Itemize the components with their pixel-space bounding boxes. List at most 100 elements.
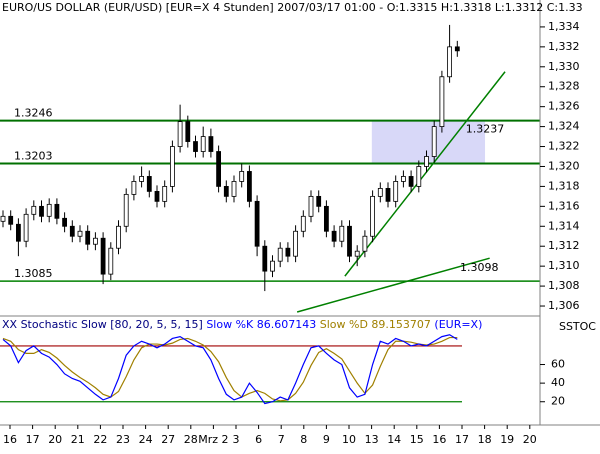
candle-body (316, 195, 322, 207)
y-tick-label: 1,310 (548, 259, 580, 272)
candle-body (23, 213, 29, 242)
candle-body (162, 186, 168, 202)
candle-body (339, 225, 345, 242)
x-tick-label: 24 (139, 433, 153, 446)
candle-body (169, 146, 175, 187)
y-tick-label: 1,332 (548, 40, 580, 53)
candle-body (408, 176, 414, 187)
plot-layer: 1.3246 1.3203 1.3085 1.3237 1.3098 (0, 24, 540, 405)
y-tick-label: 1,334 (548, 20, 580, 33)
candle-body (285, 247, 291, 257)
candle-body (54, 203, 60, 219)
x-tick-label: 18 (478, 433, 492, 446)
x-tick-label: 15 (410, 433, 424, 446)
candle-body (254, 200, 260, 247)
y-tick-label: 1,308 (548, 279, 580, 292)
x-tick-label: Mrz 2 (198, 433, 228, 446)
y-tick-label: 40 (551, 376, 565, 389)
candle-body (15, 223, 21, 242)
level-label: 1.3085 (14, 267, 53, 280)
candle-body (347, 225, 352, 257)
candle-body (331, 230, 337, 242)
trendline-label: 1.3237 (466, 123, 505, 136)
candle-body (100, 237, 106, 275)
candle-body (193, 141, 198, 152)
level-label: 1.3203 (14, 149, 53, 162)
x-tick-label: 7 (278, 433, 285, 446)
y-tick-label: 1,320 (548, 159, 580, 172)
x-tick-label: 9 (323, 433, 330, 446)
indicator-name: XX Stochastic Slow [80, 20, 5, 5, 15] (2, 318, 203, 331)
candle-body (370, 195, 376, 237)
candle-body (239, 171, 245, 182)
candle-body (262, 245, 268, 272)
candle-body (416, 166, 422, 187)
candle-body (223, 186, 229, 197)
candle-body (354, 250, 360, 257)
x-tick-label: 16 (432, 433, 446, 446)
candle-body (447, 46, 453, 78)
k-label: Slow %K 86.607143 (206, 318, 316, 331)
y-tick-label: 1,322 (548, 140, 580, 153)
candle-body (77, 230, 83, 237)
x-tick-label: 6 (255, 433, 262, 446)
y-tick-label: 1,306 (548, 299, 580, 312)
candle-body (393, 181, 399, 202)
candle-body (431, 126, 437, 157)
candle-body (85, 230, 91, 245)
x-tick-label: 14 (387, 433, 401, 446)
candle-body (293, 230, 299, 257)
candle-body (108, 247, 114, 275)
panel-label: SSTOC (559, 320, 596, 333)
candle-body (93, 237, 98, 245)
y-tick-label: 1,330 (548, 60, 580, 73)
x-tick-label: 16 (3, 433, 17, 446)
candle-body (39, 205, 44, 217)
indicator-line (2, 336, 458, 402)
trendline (296, 257, 490, 313)
candle-body (424, 156, 429, 167)
y-tick-label: 1,312 (548, 239, 580, 252)
candle-body (439, 76, 445, 127)
x-tick-label: 3 (233, 433, 240, 446)
candle-body (200, 136, 206, 152)
candle-body (31, 205, 37, 215)
candle-body (308, 195, 314, 217)
x-tick-label: 27 (161, 433, 175, 446)
candle-body (139, 176, 145, 182)
y-tick-label: 1,326 (548, 100, 580, 113)
candle-body (69, 225, 75, 237)
candle-body (362, 235, 368, 252)
x-tick-label: 28 (184, 433, 198, 446)
y-tick-label: 1,316 (548, 199, 580, 212)
d-label: Slow %D 89.153707 (320, 318, 431, 331)
y-tick-label: 1,328 (548, 80, 580, 93)
candle-body (131, 181, 137, 195)
candle-body (400, 176, 406, 182)
x-tick-label: 19 (500, 433, 514, 446)
trendline (344, 71, 506, 277)
level-label: 1.3246 (14, 107, 53, 120)
candle-body (231, 181, 237, 197)
candle-body (377, 188, 383, 197)
candle-body (385, 188, 391, 202)
candle-body (185, 121, 191, 142)
x-tick-label: 23 (116, 433, 130, 446)
y-tick-label: 60 (551, 358, 565, 371)
candle-body (300, 215, 306, 232)
x-tick-label: 17 (26, 433, 40, 446)
x-tick-label: 8 (300, 433, 307, 446)
candle-body (246, 171, 252, 202)
candle-body (277, 247, 283, 262)
trendline-label: 1.3098 (460, 261, 499, 274)
candle-body (146, 176, 152, 192)
x-tick-label: 22 (93, 433, 107, 446)
candle-body (116, 225, 121, 249)
candle-body (154, 190, 160, 202)
candle-body (208, 136, 214, 152)
candle-body (216, 151, 222, 187)
x-tick-label: 13 (365, 433, 379, 446)
x-tick-label: 17 (455, 433, 469, 446)
